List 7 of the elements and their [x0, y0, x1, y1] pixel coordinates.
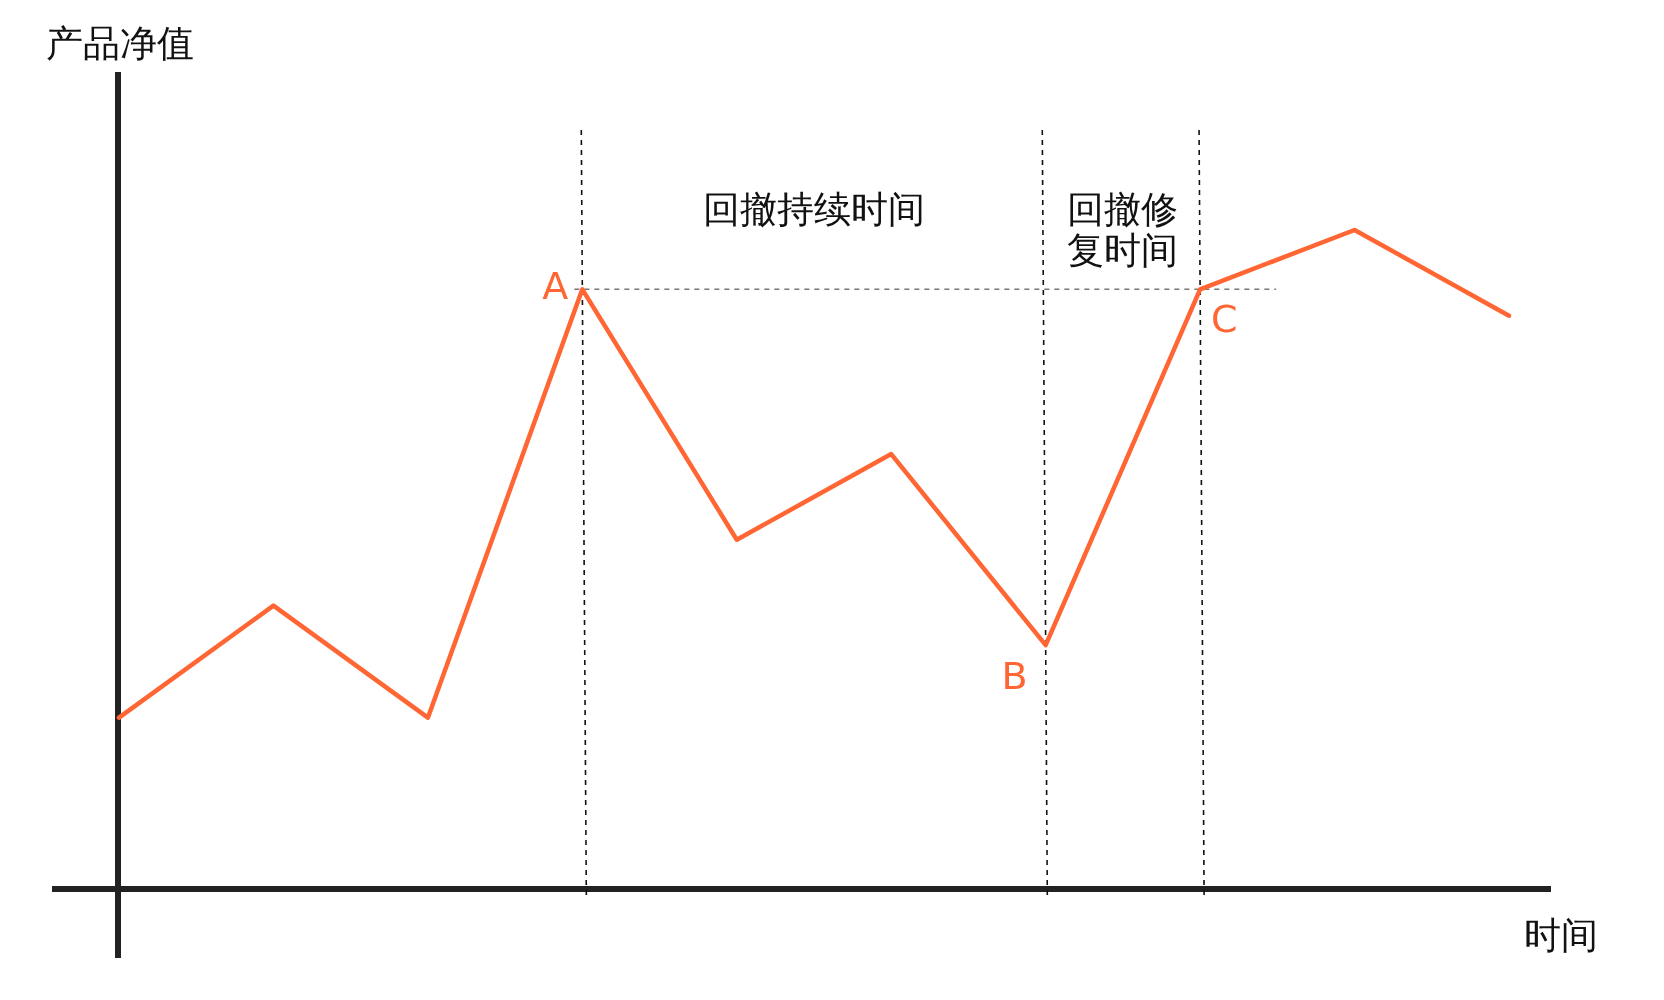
- annotation: 回撤持续时间: [703, 188, 925, 231]
- annotation: B: [1001, 654, 1028, 699]
- y-axis-title: 产品净值: [46, 22, 194, 65]
- annotation: 回撤修复时间: [1067, 188, 1179, 273]
- x-axis-title: 时间: [1524, 914, 1598, 957]
- annotation: C: [1211, 297, 1238, 342]
- annotation: A: [542, 264, 569, 309]
